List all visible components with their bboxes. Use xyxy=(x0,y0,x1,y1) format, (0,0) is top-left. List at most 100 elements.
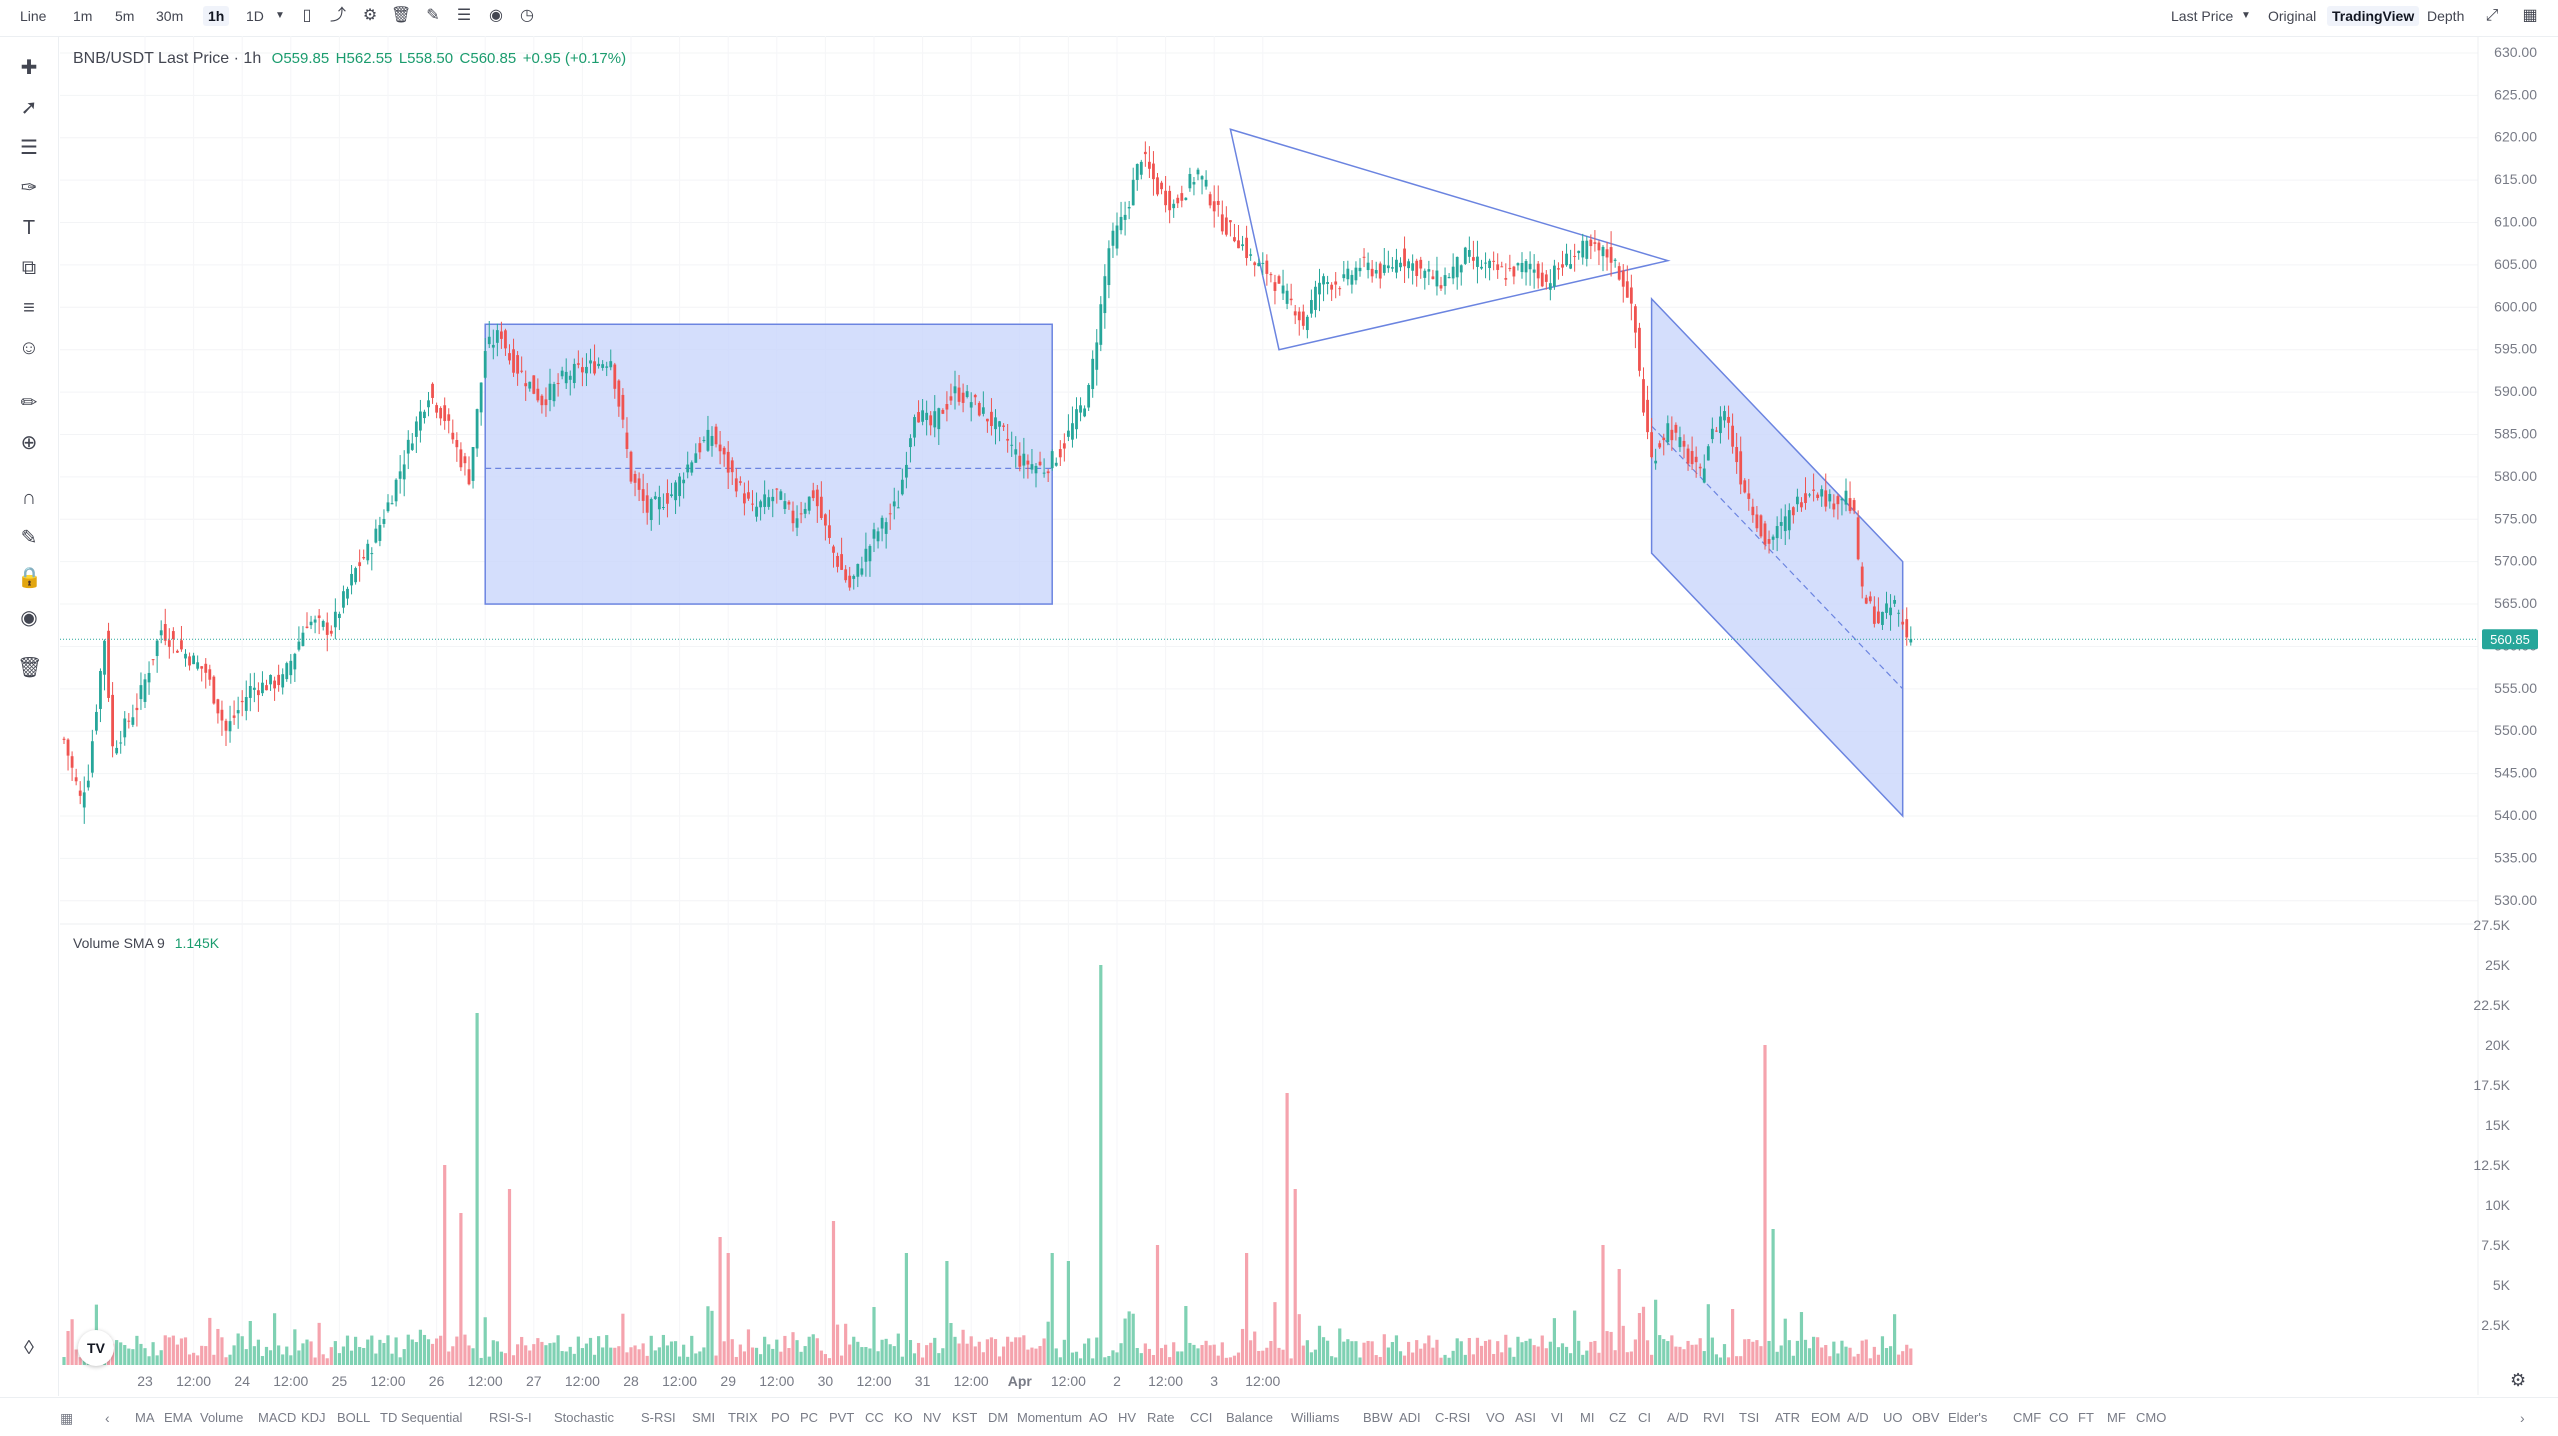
indicator-43[interactable]: OBV xyxy=(1912,1410,1940,1425)
grid-icon[interactable]: ▦ xyxy=(2522,7,2538,24)
indicator-44[interactable]: Elder's xyxy=(1948,1410,1988,1425)
indicator-13[interactable]: PC xyxy=(800,1410,819,1425)
indicator-3[interactable]: MACD xyxy=(258,1410,297,1425)
view-depth[interactable]: Depth xyxy=(2427,8,2465,24)
view-tradingview[interactable]: TradingView xyxy=(2327,6,2420,26)
indicator-15[interactable]: CC xyxy=(865,1410,884,1425)
indicator-40[interactable]: EOM xyxy=(1811,1410,1841,1425)
interval-1h[interactable]: 1h xyxy=(203,6,230,26)
chart-settings-icon[interactable]: ⚙ xyxy=(2510,1370,2527,1390)
indicator-23[interactable]: Rate xyxy=(1147,1410,1175,1425)
indicator-38[interactable]: TSI xyxy=(1739,1410,1760,1425)
indicator-37[interactable]: RVI xyxy=(1703,1410,1725,1425)
indicator-7[interactable]: RSI-S-I xyxy=(489,1410,532,1425)
indicator-45[interactable]: CMF xyxy=(2013,1410,2042,1425)
indicator-42[interactable]: UO xyxy=(1883,1410,1903,1425)
zoom-icon[interactable]: ⊕ xyxy=(20,432,38,454)
menu-icon[interactable]: ☰ xyxy=(456,7,472,24)
chevron-left-icon[interactable]: ‹ xyxy=(105,1410,110,1426)
layers-icon[interactable]: ◊ xyxy=(24,1337,34,1359)
crosshair-icon[interactable]: ✚ xyxy=(20,57,38,79)
chevron-down-icon[interactable]: ▼ xyxy=(2241,10,2251,21)
interval-30m[interactable]: 30m xyxy=(156,8,184,24)
indicator-25[interactable]: Balance xyxy=(1226,1410,1273,1425)
indicator-8[interactable]: Stochastic xyxy=(554,1410,614,1425)
indicator-12[interactable]: PO xyxy=(771,1410,790,1425)
volume-bar xyxy=(426,1339,431,1365)
indicator-29[interactable]: C-RSI xyxy=(1435,1410,1471,1425)
draw-icon[interactable]: ✎ xyxy=(426,7,440,24)
indicator-17[interactable]: NV xyxy=(923,1410,942,1425)
candle-body xyxy=(560,370,564,377)
indicator-47[interactable]: FT xyxy=(2078,1410,2094,1425)
candle-body xyxy=(1439,285,1443,289)
eye-icon[interactable]: ◉ xyxy=(20,607,38,629)
indicator-9[interactable]: S-RSI xyxy=(641,1410,676,1425)
indicator-41[interactable]: A/D xyxy=(1847,1410,1869,1425)
pattern-icon[interactable]: ⧉ xyxy=(21,257,37,279)
indicator-27[interactable]: BBW xyxy=(1363,1410,1393,1425)
indicator-35[interactable]: CI xyxy=(1638,1410,1651,1425)
indicator-30[interactable]: VO xyxy=(1486,1410,1505,1425)
volume-bar xyxy=(856,1341,860,1365)
indicators-icon[interactable]: ⤴ xyxy=(329,7,346,24)
indicator-24[interactable]: CCI xyxy=(1190,1410,1213,1425)
indicator-32[interactable]: VI xyxy=(1551,1410,1564,1425)
trash-icon[interactable]: 🗑 xyxy=(391,7,412,24)
expand-icon[interactable]: ⤢ xyxy=(2485,7,2499,24)
indicator-14[interactable]: PVT xyxy=(829,1410,855,1425)
clock-icon[interactable]: ◷ xyxy=(520,7,534,24)
indicator-11[interactable]: TRIX xyxy=(728,1410,758,1425)
indicator-26[interactable]: Williams xyxy=(1291,1410,1340,1425)
chart-type-button[interactable]: Line xyxy=(20,8,47,24)
indicator-16[interactable]: KO xyxy=(894,1410,913,1425)
lock-drawing-icon[interactable]: ✎ xyxy=(20,527,38,549)
trend-line-icon[interactable]: ➚ xyxy=(20,97,38,119)
lock-icon[interactable]: 🔒 xyxy=(17,567,42,589)
candle-body xyxy=(86,780,90,788)
indicator-49[interactable]: CMO xyxy=(2136,1410,2167,1425)
interval-1d[interactable]: 1D xyxy=(246,8,264,24)
text-icon[interactable]: T xyxy=(22,217,36,239)
chevron-right-icon[interactable]: › xyxy=(2520,1410,2525,1426)
horizontal-lines-icon[interactable]: ☰ xyxy=(20,137,38,159)
candles-icon[interactable]: ▯ xyxy=(302,7,312,24)
interval-5m[interactable]: 5m xyxy=(115,8,135,24)
indicator-22[interactable]: HV xyxy=(1118,1410,1137,1425)
indicator-5[interactable]: BOLL xyxy=(337,1410,371,1425)
chevron-down-icon[interactable]: ▼ xyxy=(275,10,285,21)
camera-icon[interactable]: ◉ xyxy=(489,7,503,24)
ruler-icon[interactable]: ✏ xyxy=(20,392,38,414)
indicator-31[interactable]: ASI xyxy=(1515,1410,1536,1425)
price-source-button[interactable]: Last Price xyxy=(2171,8,2234,24)
brush-icon[interactable]: ✑ xyxy=(20,177,38,199)
indicator-4[interactable]: KDJ xyxy=(301,1410,326,1425)
indicator-18[interactable]: KST xyxy=(952,1410,978,1425)
indicator-6[interactable]: TD Sequential xyxy=(380,1410,463,1425)
indicator-28[interactable]: ADI xyxy=(1399,1410,1421,1425)
magnet-icon[interactable]: ∩ xyxy=(21,487,37,509)
indicator-46[interactable]: CO xyxy=(2049,1410,2069,1425)
indicator-0[interactable]: MA xyxy=(135,1410,155,1425)
settings-icon[interactable]: ⚙ xyxy=(362,7,378,24)
view-original[interactable]: Original xyxy=(2268,8,2317,24)
interval-1m[interactable]: 1m xyxy=(73,8,93,24)
forecast-icon[interactable]: ≡ xyxy=(23,297,35,319)
indicator-2[interactable]: Volume xyxy=(200,1410,244,1425)
calendar-icon[interactable]: ▦ xyxy=(60,1410,74,1426)
indicator-39[interactable]: ATR xyxy=(1775,1410,1801,1425)
indicator-34[interactable]: CZ xyxy=(1609,1410,1627,1425)
indicator-21[interactable]: AO xyxy=(1089,1410,1108,1425)
emoji-icon[interactable]: ☺ xyxy=(18,337,40,359)
indicator-20[interactable]: Momentum xyxy=(1017,1410,1083,1425)
indicator-1[interactable]: EMA xyxy=(164,1410,193,1425)
indicator-36[interactable]: A/D xyxy=(1667,1410,1689,1425)
trash-icon[interactable]: 🗑 xyxy=(17,657,43,679)
indicator-33[interactable]: MI xyxy=(1580,1410,1595,1425)
volume-bar xyxy=(1488,1339,1492,1365)
indicator-10[interactable]: SMI xyxy=(692,1410,716,1425)
indicator-48[interactable]: MF xyxy=(2107,1410,2126,1425)
candle-body xyxy=(1706,446,1710,461)
indicator-19[interactable]: DM xyxy=(988,1410,1009,1425)
